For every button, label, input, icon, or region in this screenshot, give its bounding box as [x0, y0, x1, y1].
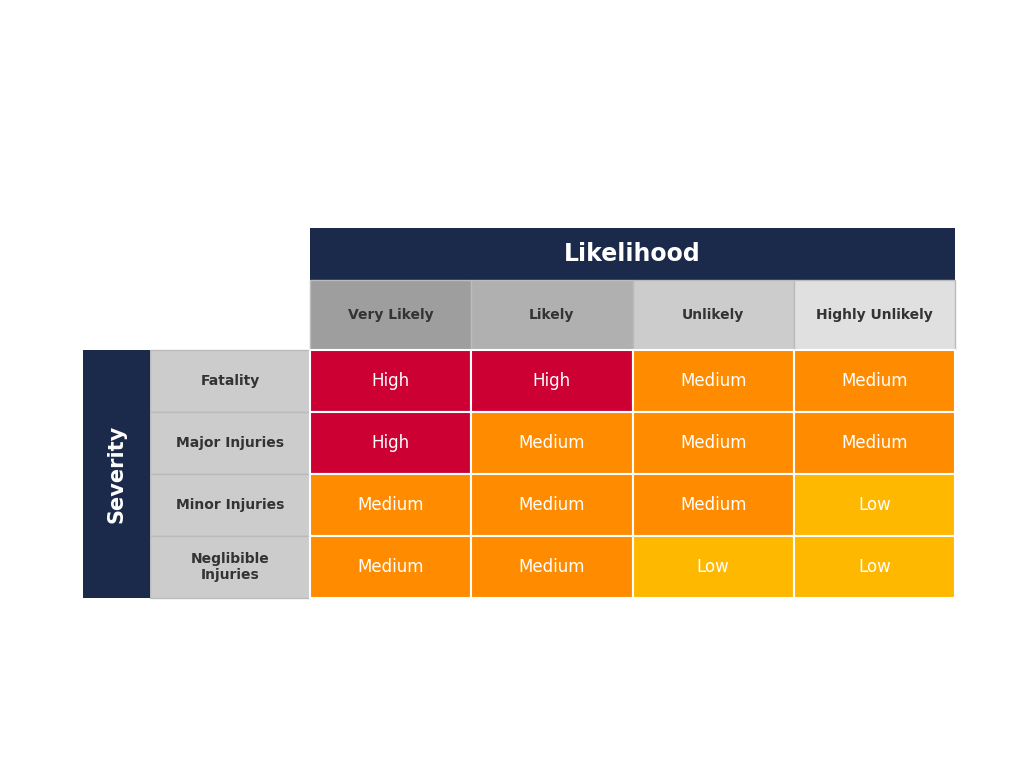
Text: Highly Unlikely: Highly Unlikely — [816, 308, 933, 322]
Bar — [310, 474, 471, 536]
Text: Medium: Medium — [518, 496, 585, 514]
Bar — [794, 536, 955, 598]
Text: Medium: Medium — [357, 558, 424, 576]
Text: Medium: Medium — [680, 434, 746, 452]
Bar — [633, 474, 794, 536]
Bar — [794, 280, 955, 350]
Text: Fatality: Fatality — [201, 374, 260, 388]
Bar — [150, 474, 310, 536]
Text: Likelihood: Likelihood — [564, 242, 700, 266]
Text: Low: Low — [696, 558, 729, 576]
Bar — [633, 280, 794, 350]
Bar — [150, 536, 310, 598]
Text: Medium: Medium — [518, 558, 585, 576]
Text: Medium: Medium — [518, 434, 585, 452]
Bar — [150, 412, 310, 474]
Bar — [150, 350, 310, 412]
Text: Medium: Medium — [841, 434, 907, 452]
Text: Likely: Likely — [529, 308, 574, 322]
Bar — [471, 280, 633, 350]
Bar — [471, 412, 633, 474]
Text: Major Injuries: Major Injuries — [176, 436, 284, 450]
Text: High: High — [372, 372, 410, 390]
Bar — [794, 412, 955, 474]
Text: Low: Low — [858, 558, 891, 576]
Bar — [310, 536, 471, 598]
Bar — [310, 350, 471, 412]
Text: Very Likely: Very Likely — [348, 308, 433, 322]
Text: Medium: Medium — [357, 496, 424, 514]
Bar — [794, 474, 955, 536]
Bar — [310, 280, 471, 350]
Bar — [471, 474, 633, 536]
Text: Medium: Medium — [680, 496, 746, 514]
Bar — [310, 412, 471, 474]
Text: Minor Injuries: Minor Injuries — [176, 498, 285, 512]
Bar — [83, 350, 150, 598]
Bar — [633, 536, 794, 598]
Bar — [310, 228, 955, 280]
Bar — [471, 536, 633, 598]
Bar — [633, 412, 794, 474]
Bar — [633, 350, 794, 412]
Text: High: High — [532, 372, 571, 390]
Bar — [471, 350, 633, 412]
Text: Unlikely: Unlikely — [682, 308, 744, 322]
Text: Severity: Severity — [106, 425, 127, 523]
Text: Medium: Medium — [841, 372, 907, 390]
Bar — [794, 350, 955, 412]
Text: High: High — [372, 434, 410, 452]
Text: Low: Low — [858, 496, 891, 514]
Text: Neglibible
Injuries: Neglibible Injuries — [190, 552, 269, 582]
Text: Medium: Medium — [680, 372, 746, 390]
